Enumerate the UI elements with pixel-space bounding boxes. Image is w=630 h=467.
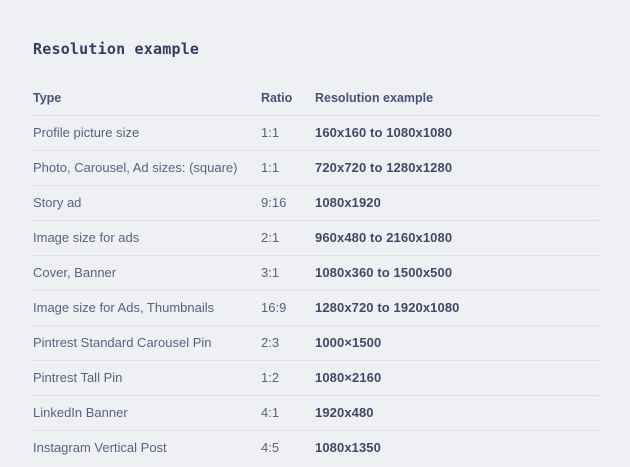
cell-resolution: 1080×2160 — [315, 370, 382, 385]
table-row: Instagram Vertical Post 4:5 1080x1350 — [33, 431, 598, 465]
cell-resolution: 1280x720 to 1920x1080 — [315, 300, 460, 315]
cell-resolution: 1000×1500 — [315, 335, 382, 350]
cell-resolution: 1080x1920 — [315, 195, 381, 210]
table-header-row: Type Ratio Resolution example — [33, 87, 598, 116]
cell-type: Image size for ads — [33, 230, 140, 245]
cell-resolution: 1080x360 to 1500x500 — [315, 265, 453, 280]
column-header-ratio: Ratio — [261, 91, 293, 105]
table-row: Pintrest Standard Carousel Pin 2:3 1000×… — [33, 326, 598, 361]
table-row: Photo, Carousel, Ad sizes: (square) 1:1 … — [33, 151, 598, 186]
table-row: LinkedIn Banner 4:1 1920x480 — [33, 396, 598, 431]
cell-ratio: 1:1 — [261, 160, 280, 175]
table-row: Pintrest Tall Pin 1:2 1080×2160 — [33, 361, 598, 396]
cell-type: Pintrest Standard Carousel Pin — [33, 335, 212, 350]
cell-ratio: 3:1 — [261, 265, 280, 280]
cell-type: LinkedIn Banner — [33, 405, 128, 420]
cell-type: Photo, Carousel, Ad sizes: (square) — [33, 160, 238, 175]
cell-ratio: 9:16 — [261, 195, 287, 210]
cell-resolution: 160x160 to 1080x1080 — [315, 125, 453, 140]
cell-resolution: 960x480 to 2160x1080 — [315, 230, 453, 245]
cell-resolution: 1080x1350 — [315, 440, 381, 455]
table-row: Profile picture size 1:1 160x160 to 1080… — [33, 116, 598, 151]
cell-ratio: 16:9 — [261, 300, 287, 315]
cell-resolution: 720x720 to 1280x1280 — [315, 160, 453, 175]
cell-type: Profile picture size — [33, 125, 140, 140]
cell-ratio: 2:3 — [261, 335, 280, 350]
column-header-type: Type — [33, 91, 62, 105]
cell-ratio: 4:5 — [261, 440, 280, 455]
cell-type: Instagram Vertical Post — [33, 440, 167, 455]
table-row: Image size for ads 2:1 960x480 to 2160x1… — [33, 221, 598, 256]
cell-resolution: 1920x480 — [315, 405, 374, 420]
page-title: Resolution example — [33, 40, 200, 58]
cell-ratio: 2:1 — [261, 230, 280, 245]
cell-type: Image size for Ads, Thumbnails — [33, 300, 215, 315]
cell-ratio: 1:1 — [261, 125, 280, 140]
cell-ratio: 4:1 — [261, 405, 280, 420]
table-row: Image size for Ads, Thumbnails 16:9 1280… — [33, 291, 598, 326]
cell-type: Pintrest Tall Pin — [33, 370, 123, 385]
resolution-table: Type Ratio Resolution example Profile pi… — [33, 87, 598, 465]
table-row: Story ad 9:16 1080x1920 — [33, 186, 598, 221]
cell-type: Cover, Banner — [33, 265, 117, 280]
table-row: Cover, Banner 3:1 1080x360 to 1500x500 — [33, 256, 598, 291]
column-header-resolution: Resolution example — [315, 91, 434, 105]
cell-ratio: 1:2 — [261, 370, 280, 385]
cell-type: Story ad — [33, 195, 82, 210]
